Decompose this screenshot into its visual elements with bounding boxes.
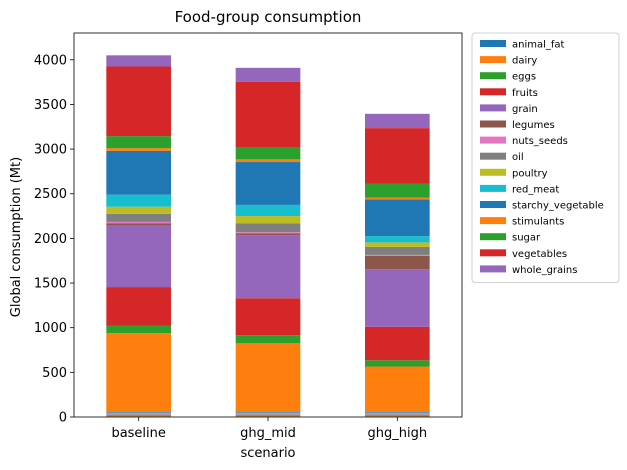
bar-segment-legumes [106, 223, 171, 225]
legend-swatch-legumes [480, 120, 506, 128]
y-tick-label: 4000 [34, 53, 67, 68]
bar-segment-poultry [235, 216, 301, 224]
legend-swatch-poultry [480, 168, 506, 176]
legend-swatch-animal_fat [480, 40, 506, 47]
bar-segment-oil [106, 213, 171, 222]
legend-swatch-dairy [480, 56, 506, 64]
legend-label-whole_grains: whole_grains [512, 265, 577, 276]
y-tick-label: 2500 [34, 187, 67, 202]
bar-segment-starchy_vegetable [235, 162, 301, 205]
legend-swatch-vegetables [480, 249, 506, 257]
bar-segment-oil [235, 223, 301, 233]
bar-segment-starchy_vegetable [365, 199, 430, 237]
bar-segment-vegetables [106, 66, 171, 137]
bar-segment-sugar [235, 335, 301, 344]
y-axis-title: Global consumption (Mt) [9, 157, 24, 317]
bar-segment-sugar [106, 136, 171, 149]
bar-segment-nuts_seeds [235, 232, 301, 234]
bar-segment-whole_grains [106, 55, 171, 67]
bar-segment-whole_grains [365, 113, 430, 129]
bar-segment-poultry [365, 242, 430, 247]
legend-label-poultry: poultry [512, 168, 548, 179]
legend-label-eggs: eggs [512, 72, 536, 83]
legend-frame [471, 32, 620, 283]
x-tick-label: ghg_high [368, 426, 428, 441]
y-tick-label: 1000 [34, 321, 67, 336]
y-tick-label: 0 [59, 411, 67, 426]
legend-swatch-grain [480, 104, 506, 112]
bar-segment-vegetables [365, 128, 430, 184]
bar-segment-whole_grains [365, 269, 430, 327]
legend-swatch-oil [480, 152, 506, 160]
bar-segment-whole_grains [235, 67, 301, 82]
bar-segment-whole_grains [106, 225, 171, 288]
bar-segment-stimulants [365, 197, 430, 200]
bar-segment-sugar [365, 360, 430, 367]
bar-segment-stimulants [365, 366, 430, 413]
bar-segment-stimulants [235, 343, 301, 413]
legend-label-oil: oil [512, 152, 524, 163]
legend-swatch-stimulants [480, 217, 506, 225]
legend-label-sugar: sugar [512, 233, 541, 244]
bar-segment-vegetables [235, 81, 301, 148]
bar-segment-starchy_vegetable [106, 150, 171, 195]
bar-segment-whole_grains [235, 235, 301, 299]
bar-segment-legumes [235, 233, 301, 236]
legend-label-red_meat: red_meat [512, 184, 559, 195]
axes-group: 0 500 1000 1500 2000 2500 3000 3500 4000 baseline… [34, 32, 463, 441]
bars-group [106, 55, 430, 417]
bar-segment-sugar [365, 183, 430, 198]
legend-swatch-eggs [480, 72, 506, 80]
legend-swatch-sugar [480, 233, 506, 241]
bar-segment-stimulants [106, 148, 171, 151]
legend-swatch-nuts_seeds [480, 136, 506, 144]
legend-label-fruits: fruits [512, 88, 538, 99]
bar-segment-vegetables [365, 326, 430, 361]
x-axis-title: scenario [240, 446, 295, 461]
bar-segment-vegetables [235, 298, 301, 336]
bar-segment-sugar [106, 325, 171, 334]
legend-label-grain: grain [512, 104, 538, 115]
y-tick-label: 3000 [34, 143, 67, 158]
bar-segment-nuts_seeds [365, 254, 430, 256]
legend-label-legumes: legumes [512, 120, 555, 131]
bar-segment-red_meat [106, 194, 171, 207]
legend-label-stimulants: stimulants [512, 217, 564, 228]
bar-segment-sugar [235, 147, 301, 160]
bar-segment-red_meat [235, 204, 301, 217]
bar-segment-poultry [106, 206, 171, 214]
legend-swatch-starchy_vegetable [480, 201, 506, 208]
chart-title: Food-group consumption [175, 8, 362, 26]
legend-label-nuts_seeds: nuts_seeds [512, 136, 568, 147]
bar-segment-stimulants [106, 333, 171, 413]
bar-segment-legumes [365, 255, 430, 270]
legend-label-animal_fat: animal_fat [512, 40, 565, 51]
x-tick-label: ghg_mid [240, 426, 296, 441]
legend-label-vegetables: vegetables [512, 249, 567, 260]
bar-segment-nuts_seeds [106, 221, 171, 224]
legend-swatch-fruits [480, 88, 506, 96]
y-tick-label: 2000 [34, 232, 67, 247]
bar-segment-oil [365, 246, 430, 255]
legend-swatch-whole_grains [480, 265, 506, 273]
bar-segment-stimulants [235, 159, 301, 163]
bar-segment-vegetables [106, 287, 171, 326]
legend-label-dairy: dairy [512, 56, 537, 67]
y-tick-label: 500 [42, 366, 67, 381]
bar-segment-red_meat [365, 236, 430, 243]
y-tick-label: 3500 [34, 98, 67, 113]
legend-label-starchy_vegetable: starchy_vegetable [512, 201, 604, 212]
x-tick-label: baseline [111, 426, 165, 441]
y-tick-label: 1500 [34, 277, 67, 292]
legend-swatch-red_meat [480, 184, 506, 192]
